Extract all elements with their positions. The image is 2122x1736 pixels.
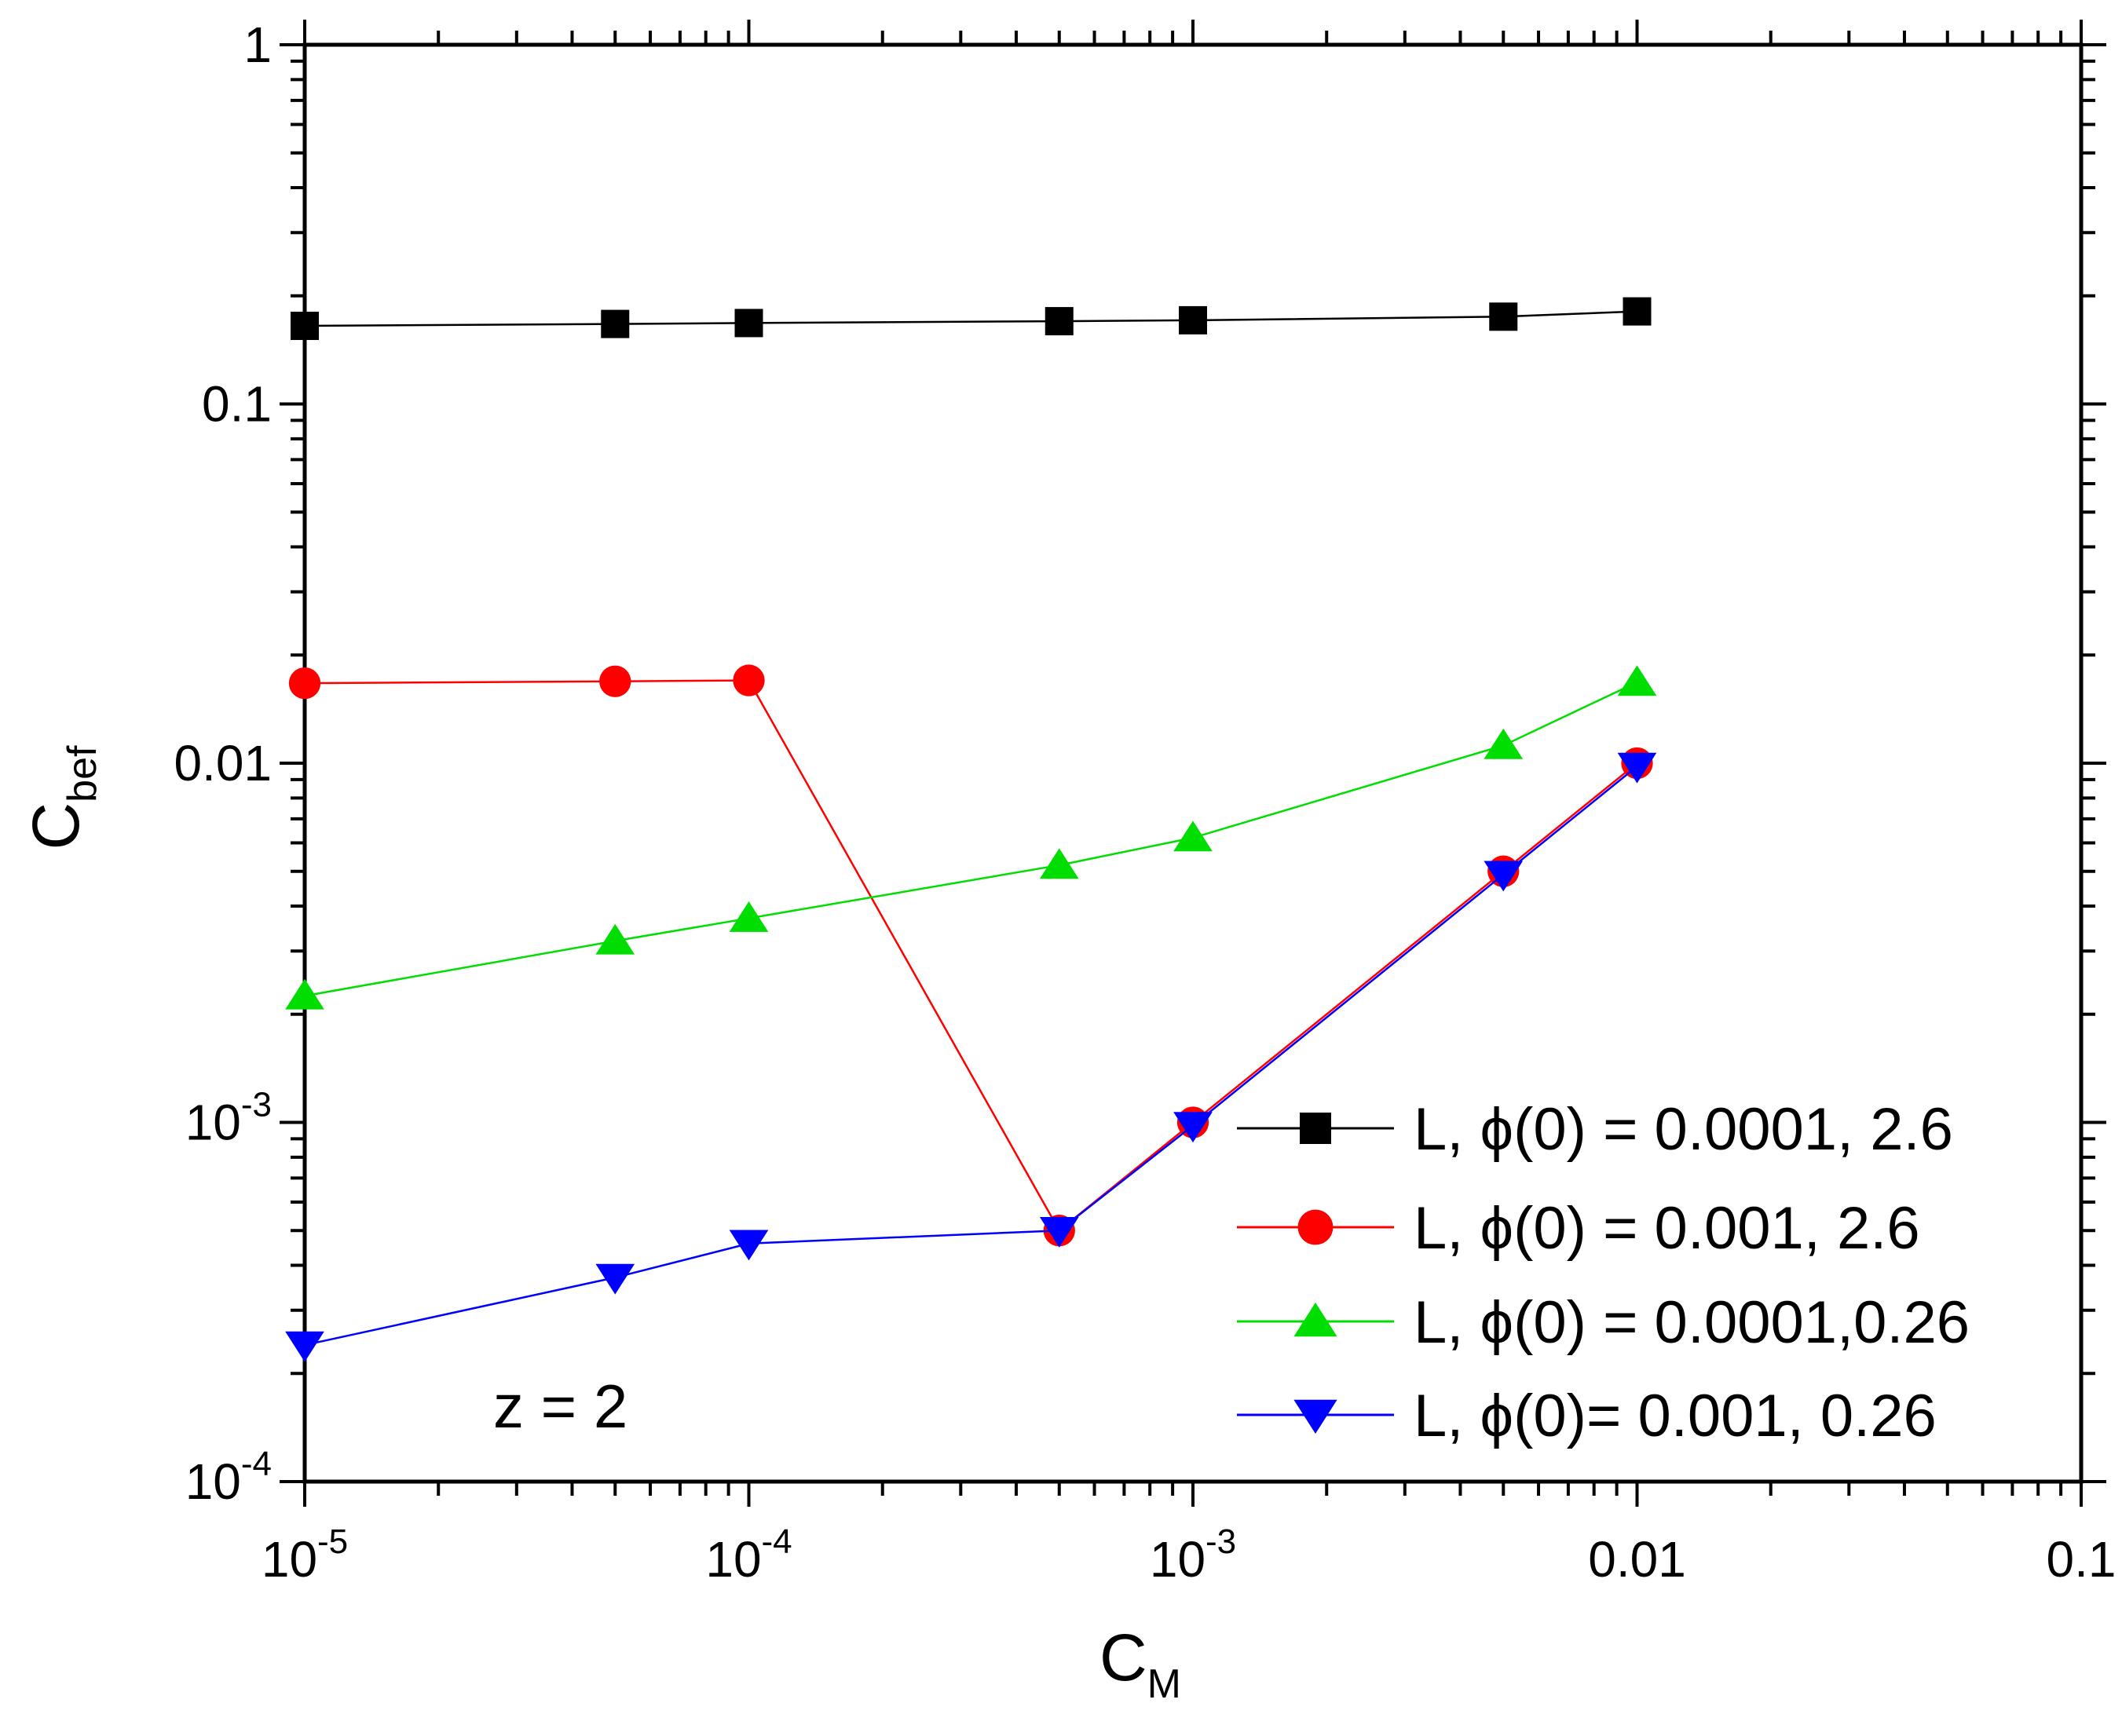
data-point (1484, 728, 1524, 759)
data-point (1039, 848, 1079, 879)
x-tick-label: 0.1 (2047, 1531, 2117, 1588)
x-tick-label-exponent: -3 (1206, 1522, 1236, 1561)
legend-item: L, ϕ(0)= 0.001, 0.26 (1237, 1383, 1937, 1449)
x-tick-labels: 10-5 10-4 10-3 0.01 0.1 (262, 1522, 2117, 1588)
y-tick-label-base: 0.1 (202, 376, 272, 433)
series-4 (285, 752, 1657, 1362)
y-tick-label: 0.01 (174, 735, 272, 791)
series-3 (285, 665, 1657, 1010)
x-axis-title-main: C (1099, 1621, 1147, 1694)
series-line (304, 681, 1638, 997)
legend-item: L, ϕ(0) = 0.0001, 2.6 (1237, 1096, 1953, 1163)
y-tick-label: 1 (243, 16, 272, 73)
data-point (288, 667, 321, 700)
legend-swatch-marker (1293, 1399, 1337, 1434)
data-point (599, 665, 631, 697)
x-tick-label: 10-4 (705, 1522, 792, 1588)
data-point (1617, 752, 1657, 784)
data-point (285, 978, 324, 1010)
axes-frame (302, 42, 2084, 1484)
y-axis-title-sub: bef (60, 745, 105, 802)
x-tick-label-exponent: -5 (317, 1522, 348, 1561)
legend-item: L, ϕ(0) = 0.0001,0.26 (1237, 1289, 1970, 1356)
x-tick-label-base: 0.1 (2047, 1531, 2117, 1588)
legend-label: L, ϕ(0) = 0.0001,0.26 (1414, 1289, 1970, 1356)
data-point (1039, 1216, 1079, 1248)
minor-ticks (280, 20, 2106, 1507)
y-tick-label: 10-4 (185, 1445, 272, 1510)
y-tick-label-exponent: -4 (241, 1445, 272, 1483)
x-tick-label-base: 10 (1150, 1531, 1206, 1588)
x-tick-label-base: 0.01 (1588, 1531, 1686, 1588)
y-axis-title-group: Cbef (19, 745, 105, 850)
legend-item: L, ϕ(0) = 0.001, 2.6 (1237, 1195, 1920, 1262)
annotation-z: z = 2 (493, 1372, 627, 1441)
x-tick-label-exponent: -4 (762, 1522, 792, 1561)
legend-swatch-marker (1293, 1303, 1337, 1337)
data-point (733, 664, 765, 696)
data-point (285, 1331, 324, 1362)
y-axis-title: Cbef (19, 745, 105, 850)
y-tick-label: 10-3 (185, 1086, 272, 1151)
y-tick-label-base: 10 (185, 1095, 241, 1151)
y-tick-label: 0.1 (202, 376, 272, 433)
x-tick-label: 10-3 (1150, 1522, 1236, 1588)
data-point (1173, 1112, 1213, 1143)
legend: L, ϕ(0) = 0.0001, 2.6 L, ϕ(0) = 0.001, 2.… (1237, 1096, 1970, 1449)
data-point (595, 1263, 635, 1295)
data-point (1617, 665, 1657, 696)
data-point (729, 901, 769, 932)
x-tick-label: 0.01 (1588, 1531, 1686, 1588)
x-axis-title-sub: M (1147, 1661, 1181, 1707)
x-tick-label-base: 10 (705, 1531, 761, 1588)
data-point (1489, 302, 1518, 331)
y-tick-labels: 10-410-30.010.11 (174, 16, 272, 1510)
y-axis-title-main: C (19, 802, 93, 850)
x-tick-label-base: 10 (262, 1531, 317, 1588)
data-point (734, 309, 763, 338)
data-point (729, 1230, 769, 1261)
y-tick-label-base: 0.01 (174, 735, 272, 791)
series-1 (291, 297, 1652, 341)
series-layer (285, 297, 1657, 1362)
y-tick-label-exponent: -3 (241, 1086, 272, 1124)
data-point (1484, 861, 1524, 892)
data-point (1179, 305, 1207, 334)
legend-label: L, ϕ(0) = 0.001, 2.6 (1414, 1195, 1920, 1262)
data-point (1623, 297, 1652, 326)
data-point (595, 923, 635, 955)
x-tick-label: 10-5 (262, 1522, 348, 1588)
legend-label: L, ϕ(0) = 0.0001, 2.6 (1414, 1096, 1953, 1163)
legend-label: L, ϕ(0)= 0.001, 0.26 (1414, 1383, 1937, 1449)
data-point (291, 312, 319, 341)
legend-swatch-marker (1297, 1209, 1334, 1245)
legend-swatch-marker (1300, 1113, 1331, 1144)
plot-frame (302, 42, 2084, 1484)
data-point (1173, 820, 1213, 852)
data-point (1045, 307, 1074, 336)
y-tick-label-base: 1 (243, 16, 272, 73)
series-line (304, 310, 1637, 327)
x-axis-title: CM (1099, 1621, 1181, 1707)
data-point (601, 309, 630, 338)
y-tick-label-base: 10 (185, 1453, 241, 1510)
